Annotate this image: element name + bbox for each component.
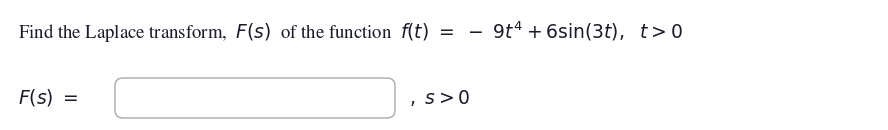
FancyBboxPatch shape — [115, 78, 395, 118]
Text: $F(s)\ =$: $F(s)\ =$ — [18, 87, 79, 109]
Text: Find the Laplace transform,  $F(s)$  of the function  $f(t)\ =\ -\ 9t^4 + 6\sin(: Find the Laplace transform, $F(s)$ of th… — [18, 19, 683, 45]
Text: $,\ s > 0$: $,\ s > 0$ — [409, 88, 470, 108]
